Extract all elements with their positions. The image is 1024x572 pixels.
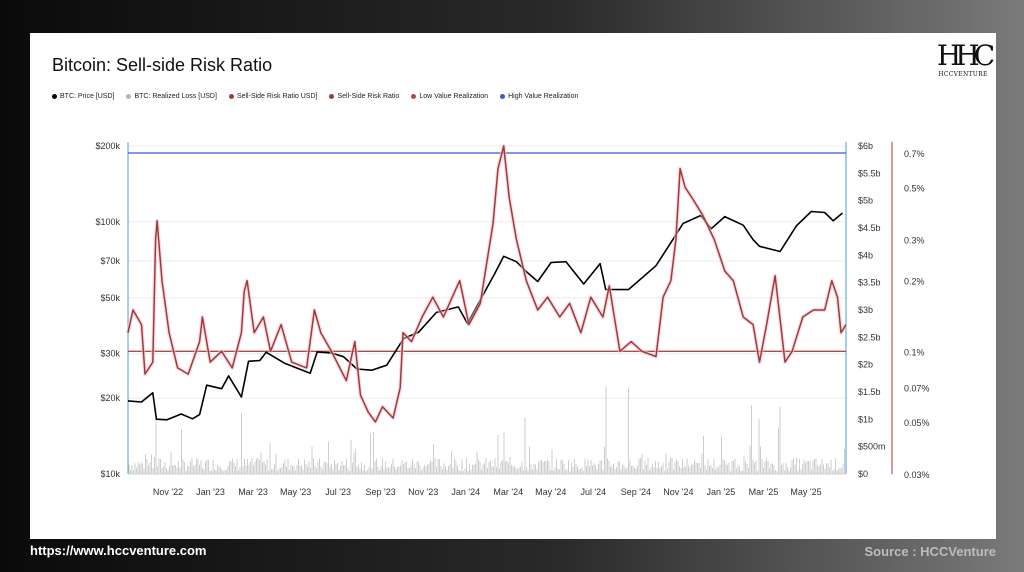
y-left-tick-label: $50k [100, 293, 120, 303]
x-tick-label: May '23 [280, 487, 311, 497]
chart-title: Bitcoin: Sell-side Risk Ratio [52, 55, 273, 75]
legend-item[interactable]: Sell-Side Risk Ratio USD] [228, 93, 318, 100]
y-ratio-tick-label: 0.05% [904, 418, 930, 428]
legend-item[interactable]: BTC: Realized Loss [USD] [126, 93, 217, 100]
y-ratio-tick-label: 0.7% [904, 149, 925, 159]
legend-dot [228, 94, 234, 99]
x-tick-label: Nov '24 [663, 487, 693, 497]
y-left-tick-label: $20k [100, 393, 120, 403]
price-series-line [127, 210, 844, 421]
y-right-tick-label: $1b [858, 414, 873, 424]
chart-card: Bitcoin: Sell-side Risk Ratio HHC HCCVEN… [30, 33, 996, 539]
legend-dot [411, 94, 417, 99]
x-tick-label: Nov '23 [408, 487, 438, 497]
y-right-tick-label: $500m [858, 442, 886, 452]
x-tick-label: Nov '22 [153, 487, 183, 497]
y-ratio-tick-label: 0.3% [904, 235, 925, 245]
y-ratio-tick-label: 0.2% [904, 277, 925, 287]
y-right-tick-label: $4.5b [858, 223, 881, 233]
y-right-tick-label: $1.5b [858, 387, 881, 397]
chart-plot: $200k $100k $70k $50k $30k $20k $10k $6b $5.5b $5… [95, 141, 930, 497]
chart-legend: BTC: Price [USD] BTC: Realized Loss [USD]… [52, 93, 578, 100]
x-tick-label: Sep '24 [621, 487, 651, 497]
x-tick-label: May '24 [535, 487, 566, 497]
y-ratio-tick-label: 0.5% [904, 183, 925, 193]
legend-item[interactable]: BTC: Price [USD] [52, 93, 114, 100]
x-tick-label: May '25 [790, 487, 821, 497]
y-right-tick-label: $3.5b [858, 278, 881, 288]
y-right-tick-label: $5b [858, 196, 873, 206]
x-tick-label: Jan '24 [451, 487, 480, 497]
ratio-series-line [127, 145, 847, 423]
legend-label: Low Value Realization [419, 93, 489, 100]
legend-dot [329, 94, 335, 99]
ratio-series-glow [126, 144, 848, 424]
x-tick-label: Sep '23 [366, 487, 396, 497]
y-left-tick-label: $10k [100, 469, 120, 479]
logo-text: HCCVENTURE [938, 71, 988, 78]
y-right-tick-label: $2.5b [858, 332, 881, 342]
footer-source: Source : HCCVenture [864, 544, 996, 559]
y-right-tick-label: $6b [858, 141, 873, 151]
y-left-tick-label: $70k [100, 256, 120, 266]
y-left-tick-label: $200k [95, 141, 120, 151]
x-tick-label: Mar '25 [749, 487, 779, 497]
legend-item[interactable]: Sell-Side Risk Ratio [329, 93, 399, 100]
logo-mark: HHC [936, 39, 995, 72]
x-tick-label: Jul '23 [325, 487, 351, 497]
y-right-tick-label: $0 [858, 469, 868, 479]
y-ratio-tick-label: 0.07% [904, 384, 930, 394]
legend-item[interactable]: High Value Realization [500, 93, 578, 100]
legend-label: Sell-Side Risk Ratio USD] [236, 93, 318, 100]
x-tick-label: Jan '25 [707, 487, 736, 497]
legend-dot [126, 94, 132, 99]
x-tick-label: Jan '23 [196, 487, 225, 497]
legend-label: High Value Realization [508, 93, 579, 100]
footer-url[interactable]: https://www.hccventure.com [30, 543, 207, 558]
brand-logo: HHC HCCVENTURE [936, 39, 995, 85]
legend-label: BTC: Price [USD] [60, 93, 115, 100]
y-ratio-tick-label: 0.1% [904, 347, 925, 357]
y-right-tick-label: $4b [858, 250, 873, 260]
x-tick-label: Jul '24 [580, 487, 606, 497]
x-tick-label: Mar '23 [238, 487, 268, 497]
legend-label: BTC: Realized Loss [USD] [134, 93, 217, 100]
legend-item[interactable]: Low Value Realization [411, 93, 488, 100]
y-left-tick-label: $100k [95, 217, 120, 227]
y-left-tick-label: $30k [100, 349, 120, 359]
x-tick-label: Mar '24 [493, 487, 523, 497]
y-right-tick-label: $3b [858, 305, 873, 315]
y-right-tick-label: $5.5b [858, 168, 881, 178]
legend-dot [52, 94, 57, 99]
legend-dot [500, 94, 506, 99]
y-right-tick-label: $2b [858, 360, 873, 370]
y-ratio-tick-label: 0.03% [904, 470, 930, 480]
legend-label: Sell-Side Risk Ratio [337, 93, 400, 100]
